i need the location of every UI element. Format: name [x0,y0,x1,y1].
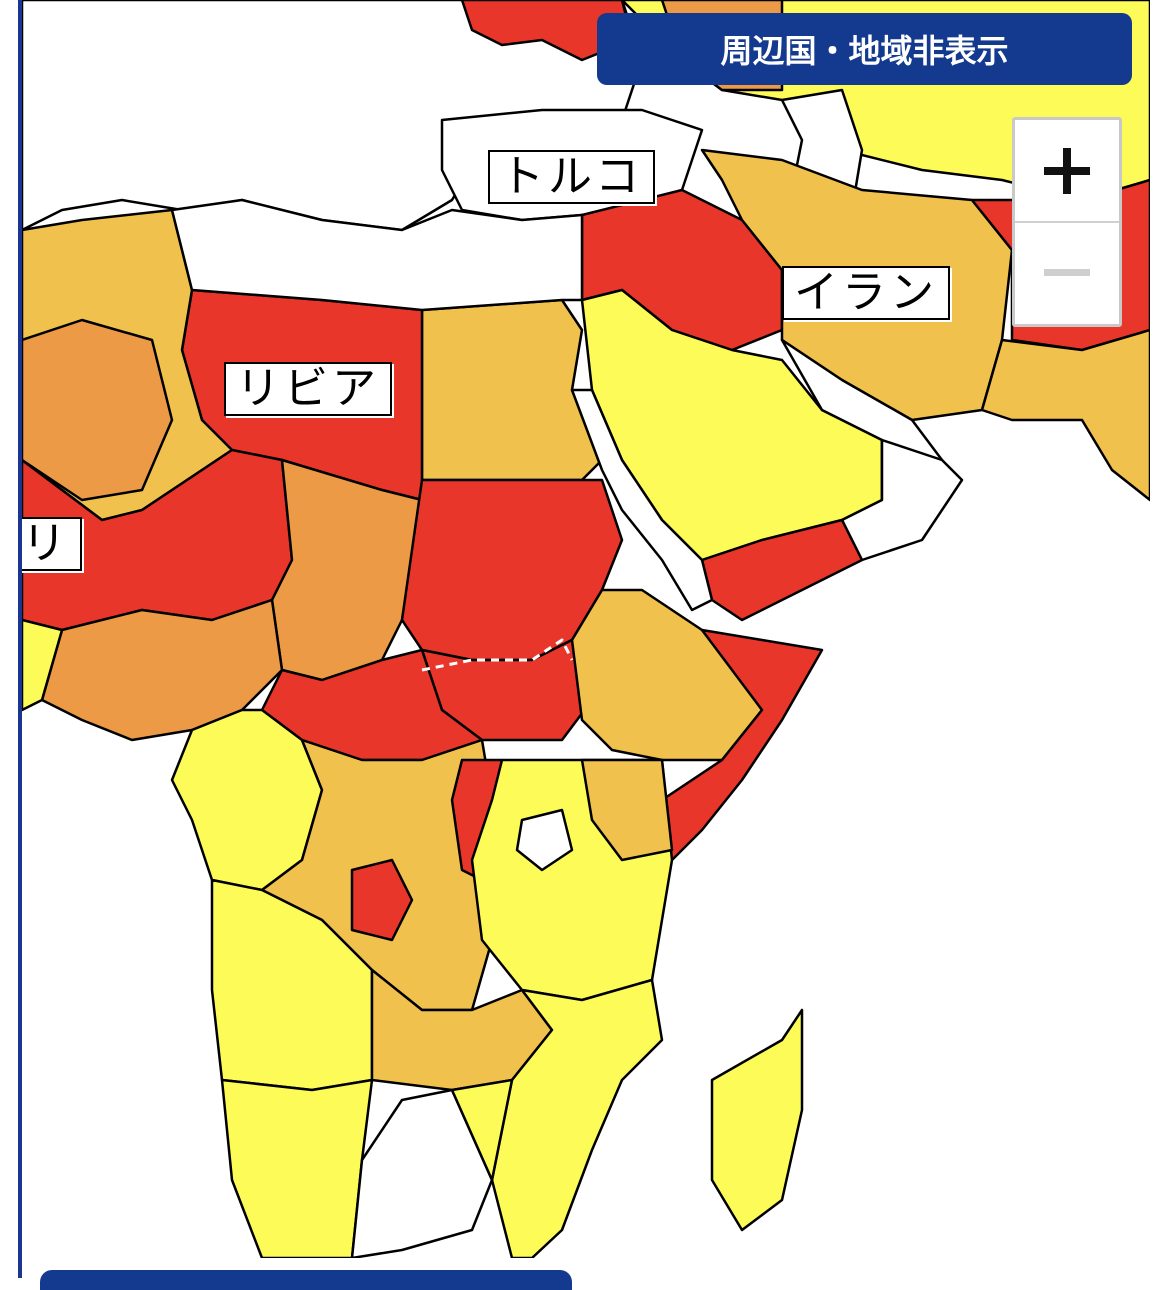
zoom-out-button[interactable] [1015,222,1119,323]
bottom-panel-tab[interactable] [40,1270,572,1290]
disputed-border [421,638,574,672]
region-oman [840,438,964,562]
region-kenya [580,758,674,862]
region-somalia [660,628,824,862]
red-sea [570,388,714,612]
toggle-neighbors-button[interactable]: 周辺国・地域非表示 [597,13,1132,85]
travel-risk-map[interactable]: トルコ イラン リビア リ [22,0,1150,1258]
region-yemen [700,518,864,622]
region-west-africa [22,618,64,712]
plus-icon [1044,147,1090,194]
region-namibia [220,1078,374,1258]
mediterranean-sea [170,198,584,312]
zoom-control [1012,117,1122,327]
country-label-mali[interactable]: リ [22,517,82,571]
region-algeria-orange [22,318,174,502]
region-zimbabwe [450,1078,514,1182]
region-botswana [350,1088,494,1258]
zoom-in-button[interactable] [1015,120,1119,223]
lake-victoria [515,808,574,872]
minus-icon [1044,250,1090,296]
region-madagascar [710,1008,804,1232]
region-pakistan [980,328,1150,502]
region-drc-red [350,858,414,942]
country-label-turkey[interactable]: トルコ [488,150,656,204]
country-label-iran[interactable]: イラン [782,266,950,320]
country-label-libya[interactable]: リビア [224,362,392,416]
map-frame-left-border [18,0,22,1278]
region-ukraine [460,0,634,62]
